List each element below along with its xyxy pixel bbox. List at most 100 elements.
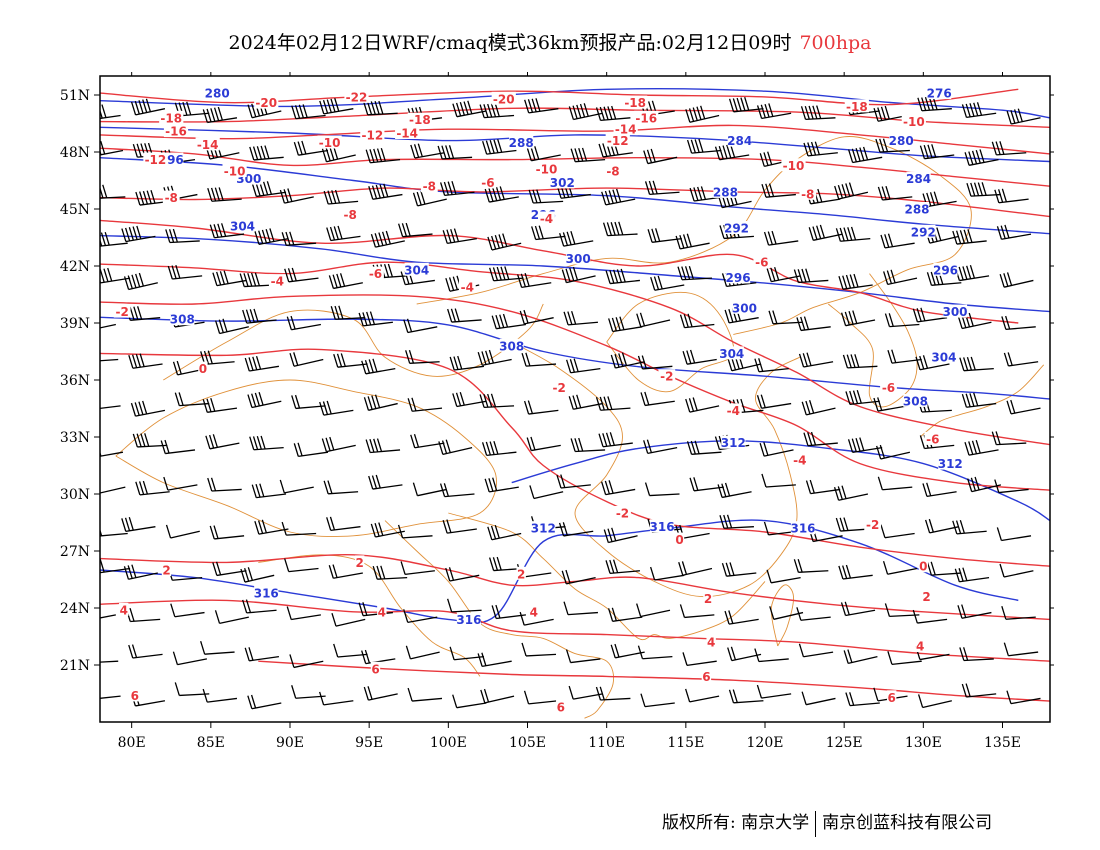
x-tick-label: 110E bbox=[588, 735, 625, 751]
wind-barb bbox=[1003, 642, 1039, 657]
wind-barb bbox=[121, 225, 156, 243]
label-bg bbox=[205, 86, 230, 100]
wind-barb bbox=[477, 349, 512, 366]
label-bg bbox=[942, 304, 968, 318]
wind-barb bbox=[756, 394, 792, 409]
wind-barb bbox=[1006, 399, 1041, 415]
copyright-footer: 版权所有: 南京大学 南京创蓝科技有限公司 bbox=[662, 808, 992, 837]
wind-barb bbox=[719, 514, 754, 529]
temperature-contour bbox=[100, 147, 1050, 187]
wind-barb bbox=[407, 687, 443, 702]
height-label: 300 bbox=[942, 305, 967, 319]
wind-barb bbox=[686, 440, 722, 455]
label-bg bbox=[198, 361, 208, 375]
wind-barb bbox=[678, 561, 713, 576]
border-line bbox=[511, 341, 801, 598]
wind-barb bbox=[595, 396, 631, 411]
temperature-label: -2 bbox=[616, 507, 629, 521]
wind-barb bbox=[565, 649, 601, 664]
wind-barbs bbox=[100, 96, 1041, 710]
wind-barb bbox=[479, 103, 515, 119]
label-bg bbox=[906, 171, 931, 185]
wind-barb bbox=[488, 556, 524, 572]
wind-barb bbox=[319, 400, 354, 416]
wind-barb bbox=[996, 224, 1032, 240]
wind-barb bbox=[445, 567, 480, 582]
label-bg bbox=[889, 133, 914, 147]
wind-barb bbox=[798, 643, 834, 658]
wind-barb bbox=[605, 559, 640, 575]
height-label: 304 bbox=[931, 351, 956, 365]
label-bg bbox=[254, 585, 279, 599]
label-bg bbox=[195, 137, 220, 151]
wind-barb bbox=[361, 358, 396, 375]
wind-barb bbox=[370, 230, 405, 248]
wind-barb bbox=[924, 518, 960, 534]
wind-barb bbox=[479, 393, 515, 409]
wind-barb bbox=[637, 645, 673, 660]
wind-barb bbox=[100, 614, 116, 619]
wind-barb bbox=[679, 313, 715, 329]
temperature-label: 6 bbox=[557, 700, 565, 714]
wind-barb bbox=[843, 649, 878, 665]
wind-barb bbox=[330, 305, 366, 320]
wind-barb bbox=[209, 223, 245, 239]
label-bg bbox=[566, 251, 591, 265]
label-bg bbox=[658, 369, 676, 383]
wind-barb bbox=[123, 272, 158, 291]
wind-barb bbox=[480, 688, 515, 704]
wind-barb bbox=[523, 400, 559, 415]
wind-barb bbox=[607, 607, 643, 622]
temperature-label: -10 bbox=[903, 115, 925, 129]
x-tick-label: 135E bbox=[984, 735, 1021, 751]
wind-barb bbox=[808, 224, 843, 241]
wind-barb bbox=[286, 315, 321, 331]
wind-barb bbox=[214, 610, 249, 624]
wind-barb bbox=[883, 269, 918, 286]
label-bg bbox=[703, 591, 713, 605]
temperature-label: -10 bbox=[224, 165, 246, 179]
height-label: 280 bbox=[205, 87, 230, 101]
wind-barb bbox=[838, 564, 873, 580]
label-bg bbox=[799, 186, 817, 200]
temperature-label: 6 bbox=[702, 670, 710, 684]
wind-barb bbox=[679, 604, 715, 619]
temperature-label: -4 bbox=[461, 280, 474, 294]
wind-barb bbox=[756, 103, 792, 120]
wind-barb bbox=[412, 190, 447, 207]
wind-barb bbox=[952, 229, 987, 245]
temperature-label: 2 bbox=[704, 592, 712, 606]
wind-barb bbox=[763, 230, 799, 246]
wind-barb bbox=[801, 399, 836, 416]
wind-barb bbox=[135, 480, 170, 496]
wind-barb bbox=[400, 561, 435, 576]
wind-barb bbox=[242, 308, 277, 324]
x-tick-label: 125E bbox=[826, 735, 863, 751]
wind-barb bbox=[835, 226, 871, 242]
wind-barb bbox=[286, 606, 321, 621]
wind-barb bbox=[328, 564, 363, 579]
height-label: 308 bbox=[170, 313, 195, 327]
wind-barb bbox=[167, 265, 203, 280]
wind-barb bbox=[759, 442, 794, 457]
wind-barb bbox=[100, 405, 121, 410]
height-label: 304 bbox=[719, 347, 744, 361]
wind-barb bbox=[1001, 606, 1036, 620]
chart-title: 2024年02月12日WRF/cmaq模式36km预报产品:02月12日09时 7… bbox=[0, 28, 1100, 55]
footer-separator bbox=[815, 810, 817, 837]
plot-frame bbox=[99, 75, 1051, 723]
height-contour bbox=[511, 440, 1050, 522]
temperature-label: -12 bbox=[361, 128, 383, 142]
temperature-label: -18 bbox=[624, 96, 646, 110]
label-bg bbox=[367, 266, 384, 280]
wind-barb bbox=[761, 183, 796, 198]
y-tick-label: 42N bbox=[60, 259, 90, 275]
wind-barb bbox=[848, 146, 883, 164]
temperature-label: -8 bbox=[801, 187, 814, 201]
wind-barb bbox=[994, 479, 1029, 494]
temperature-label: -8 bbox=[165, 191, 178, 205]
border-line bbox=[828, 273, 918, 408]
y-tick-label: 27N bbox=[60, 544, 90, 560]
wind-barb bbox=[1001, 315, 1036, 331]
wind-barb bbox=[452, 100, 487, 118]
